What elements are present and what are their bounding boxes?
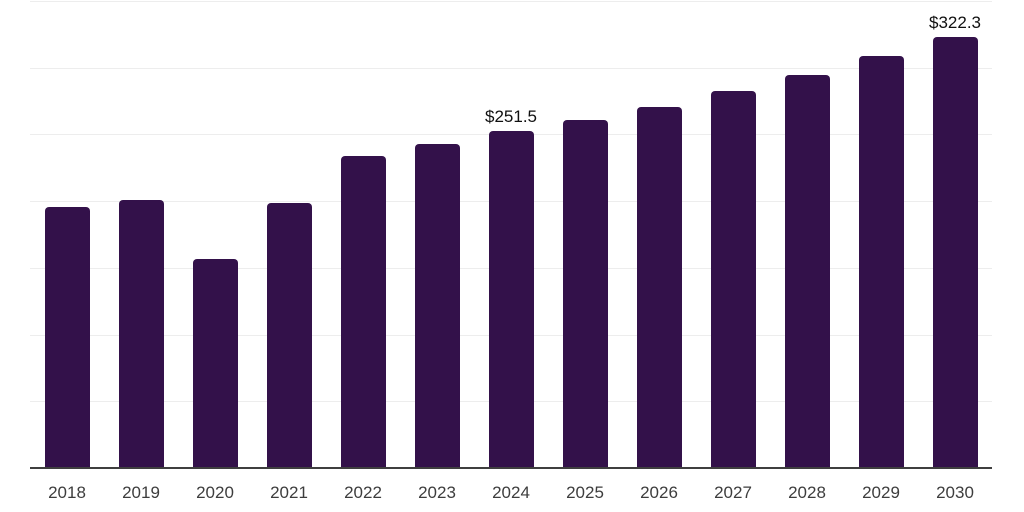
bar-2030 [932,37,978,467]
bar-group-2027 [696,2,770,467]
x-tick-label-2022: 2022 [344,483,382,502]
bar-2019 [118,200,164,467]
gridline-300 [30,67,992,69]
x-axis-labels: 2018 2019 2020 2021 2022 2023 2024 2025 2026 2027… [30,484,992,501]
x-tick-label-2020: 2020 [196,483,234,502]
bar-2025 [562,120,608,467]
bar-group-2019 [104,2,178,467]
bar-2026 [636,106,682,467]
x-tick-label-2023: 2023 [418,483,456,502]
bar-group-2024: $251.5 [474,2,548,467]
bar-group-2026 [622,2,696,467]
bar-group-2025 [548,2,622,467]
x-tick-label-2030: 2030 [936,483,974,502]
x-tick-label-2025: 2025 [566,483,604,502]
bar-group-2020 [178,2,252,467]
bars-container: $251.5 $322.3 [30,2,992,469]
bar-group-2021 [252,2,326,467]
bar-group-2023 [400,2,474,467]
x-tick-label-2018: 2018 [48,483,86,502]
x-tick-label-2027: 2027 [714,483,752,502]
bar-group-2029 [844,2,918,467]
bar-2020 [192,258,238,467]
x-axis-line [30,467,992,469]
bar-2027 [710,90,756,467]
bar-value-label-2024: $251.5 [485,107,537,127]
bar-value-label-2030: $322.3 [929,13,981,32]
bar-group-2022 [326,2,400,467]
x-tick-label-2026: 2026 [640,483,678,502]
x-tick-label-2028: 2028 [788,483,826,502]
x-tick-label-2024: 2024 [492,483,530,502]
x-tick-label-2021: 2021 [270,483,308,502]
x-tick-label-2029: 2029 [862,483,900,502]
x-tick-label-2019: 2019 [122,483,160,502]
bar-group-2028 [770,2,844,467]
bar-group-2030: $322.3 [918,2,992,467]
bar-2029 [858,56,904,467]
bar-2023 [414,144,460,467]
bar-2024 [488,131,534,467]
bar-2028 [784,74,830,467]
bar-2022 [340,156,386,467]
bar-2018 [44,206,90,467]
plot-area: $251.5 $322.3 [30,1,992,469]
bar-group-2018 [30,2,104,467]
gridline-350 [30,1,992,2]
bar-2021 [266,202,312,467]
